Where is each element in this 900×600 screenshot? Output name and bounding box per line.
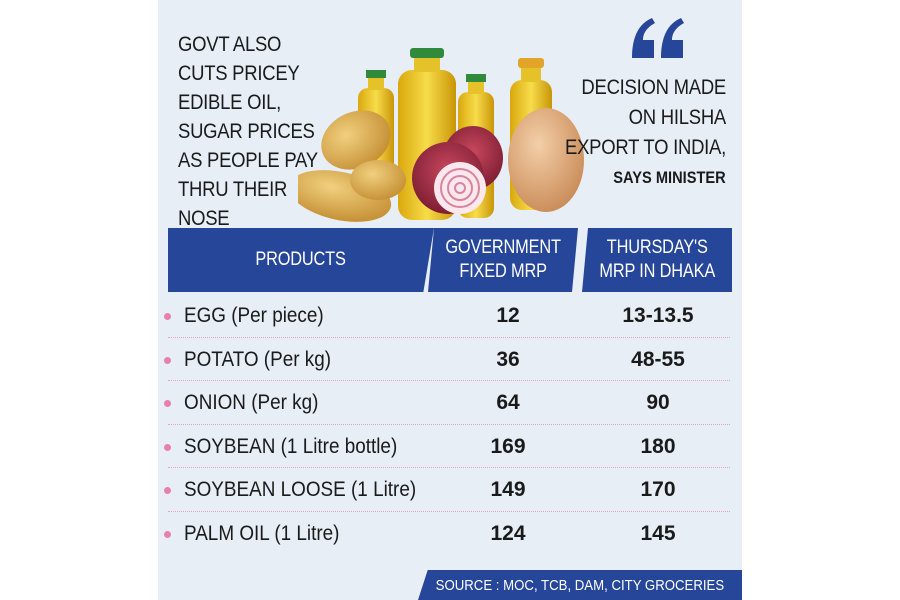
dhaka-price: 48-55: [631, 347, 685, 371]
quote-line: ON HILSHA: [628, 105, 727, 129]
header-products: PRODUCTS: [168, 228, 434, 292]
table-row: ONION (Per kg) 64 90: [158, 385, 742, 429]
product-name: POTATO (Per kg): [184, 347, 332, 371]
table-row: SOYBEAN (1 Litre bottle) 169 180: [158, 429, 742, 473]
source-text: SOURCE : MOC, TCB, DAM, CITY GROCERIES: [435, 576, 725, 594]
source-banner: SOURCE : MOC, TCB, DAM, CITY GROCERIES: [418, 570, 742, 600]
row-divider: [168, 467, 730, 468]
table-row: SOYBEAN LOOSE (1 Litre) 149 170: [158, 472, 742, 516]
dhaka-price: 90: [646, 391, 670, 414]
bullet-icon: [164, 356, 171, 364]
bullet-icon: [164, 487, 171, 494]
government-price: 124: [490, 521, 526, 545]
grocery-illustration: [298, 48, 584, 222]
row-divider: [168, 380, 730, 381]
dhaka-price: 145: [640, 521, 676, 545]
bullet-icon: [164, 313, 171, 320]
product-name: SOYBEAN (1 Litre bottle): [184, 434, 398, 458]
quote-line: EXPORT TO INDIA,: [565, 135, 726, 159]
quote-text: DECISION MADE ON HILSHA EXPORT TO INDIA,: [554, 72, 726, 162]
government-price: 64: [496, 391, 520, 414]
table-row: POTATO (Per kg) 36 48-55: [158, 342, 742, 386]
row-divider: [168, 510, 730, 512]
dhaka-price: 13-13.5: [622, 304, 694, 327]
row-divider: [168, 336, 730, 338]
product-name: PALM OIL (1 Litre): [184, 521, 340, 545]
egg-icon: [508, 108, 584, 212]
government-price: 149: [490, 478, 526, 501]
bullet-icon: [164, 530, 171, 538]
product-name: EGG (Per piece): [184, 304, 324, 327]
header-thursday-mrp: THURSDAY'S MRP IN DHAKA: [582, 228, 732, 292]
header-gov-line2: FIXED MRP: [459, 261, 547, 282]
quote-icon: [632, 18, 684, 58]
infographic-card: GOVT ALSO CUTS PRICEY EDIBLE OIL, SUGAR …: [158, 0, 742, 600]
bullet-icon: [164, 400, 171, 407]
header-gov-line1: GOVERNMENT: [445, 237, 561, 258]
onion-icon: [412, 126, 503, 214]
quote-line: DECISION MADE: [581, 75, 726, 99]
product-name: ONION (Per kg): [184, 391, 319, 414]
table-row: EGG (Per piece) 12 13-13.5: [158, 298, 742, 342]
government-price: 12: [496, 304, 520, 327]
price-table: EGG (Per piece) 12 13-13.5 POTATO (Per k…: [158, 298, 742, 559]
government-price: 36: [496, 347, 520, 371]
row-divider: [168, 423, 730, 425]
government-price: 169: [490, 434, 526, 458]
header-thu-line2: MRP IN DHAKA: [599, 261, 715, 282]
dhaka-price: 180: [640, 434, 676, 458]
bullet-icon: [164, 443, 171, 451]
table-row: PALM OIL (1 Litre) 124 145: [158, 516, 742, 560]
headline: GOVT ALSO CUTS PRICEY EDIBLE OIL, SUGAR …: [178, 32, 318, 230]
quote-attribution: SAYS MINISTER: [613, 168, 726, 187]
potato-icon: [298, 110, 406, 222]
dhaka-price: 170: [640, 478, 676, 501]
product-name: SOYBEAN LOOSE (1 Litre): [184, 478, 417, 501]
header-products-label: PRODUCTS: [255, 249, 347, 270]
header-thu-line1: THURSDAY'S: [606, 237, 708, 258]
header-government-mrp: GOVERNMENT FIXED MRP: [428, 228, 578, 292]
